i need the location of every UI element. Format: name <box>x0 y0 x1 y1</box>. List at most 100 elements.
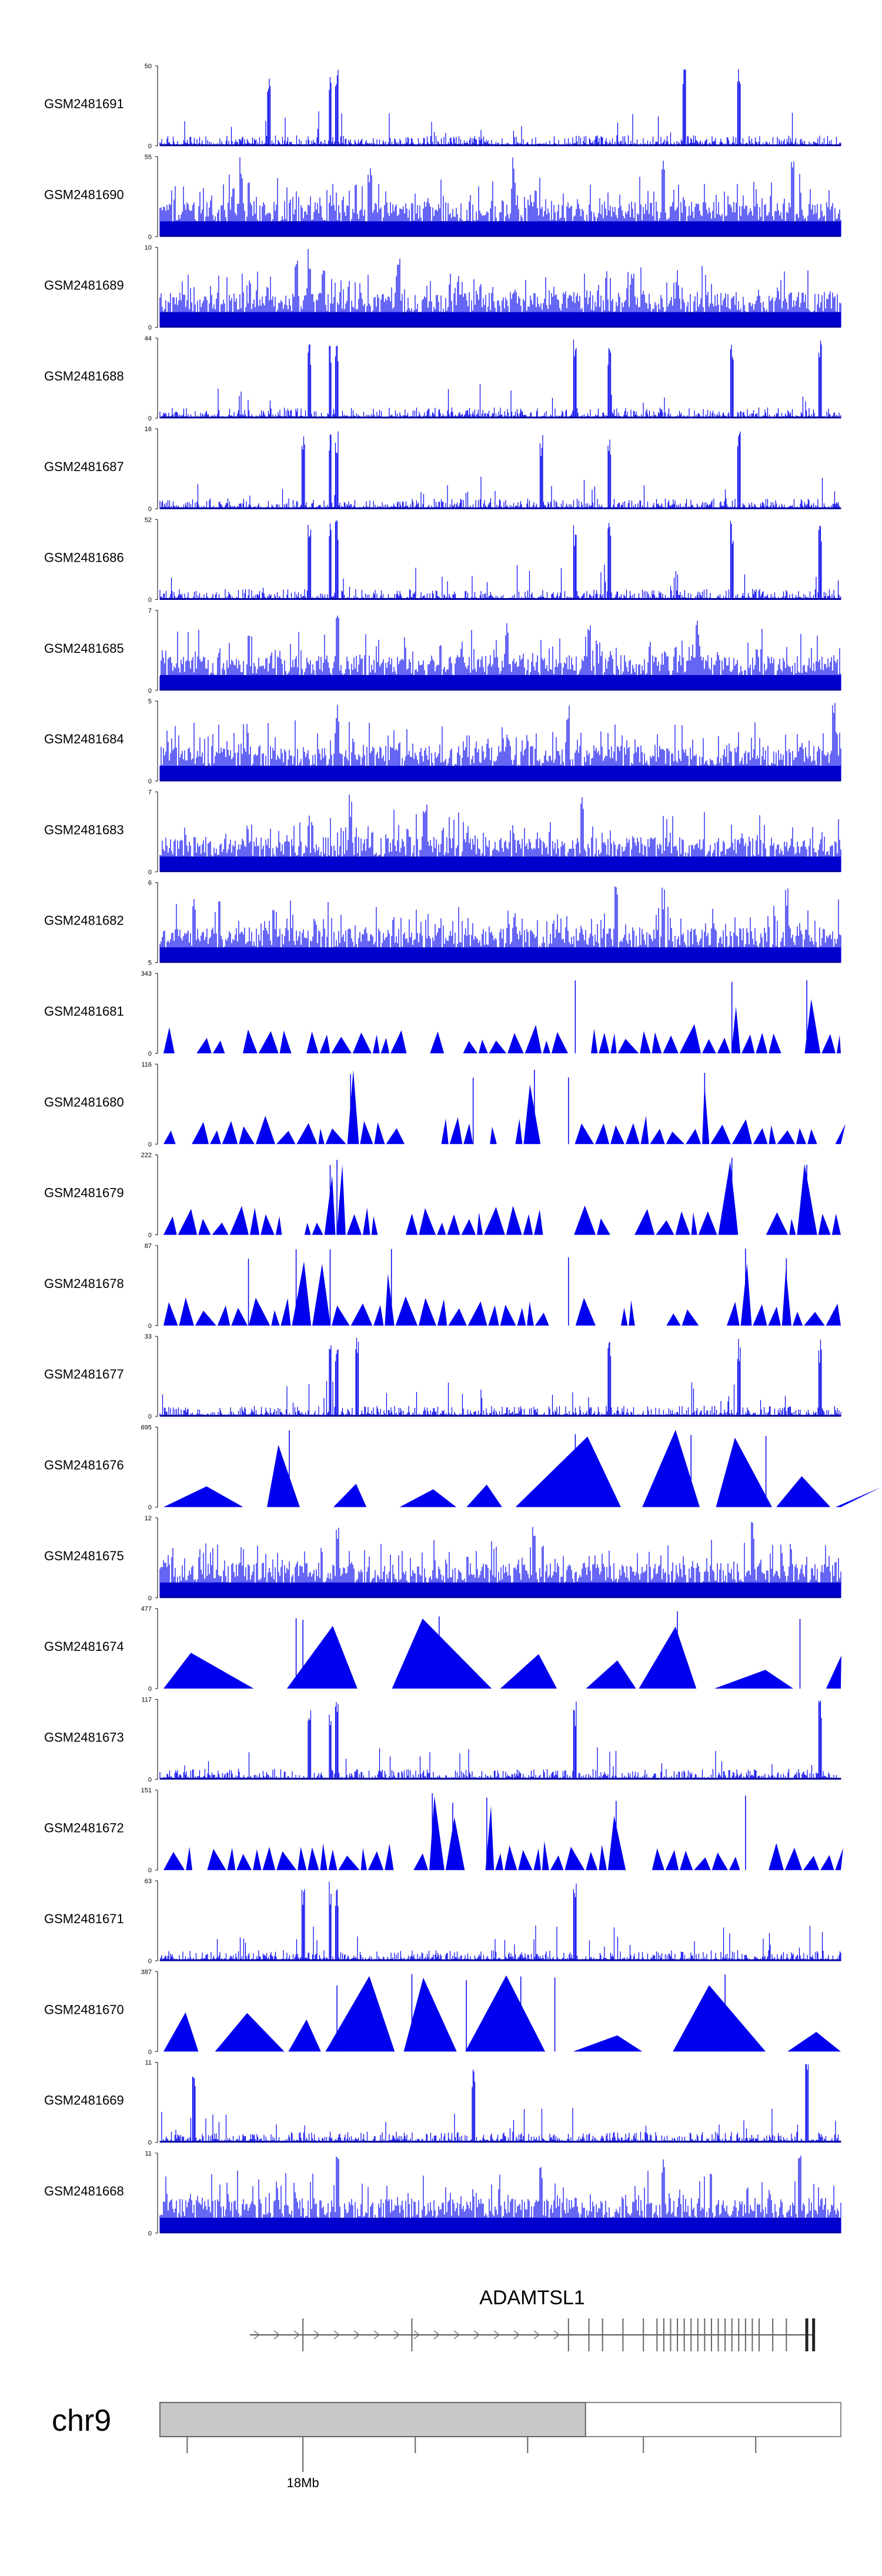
track-label: GSM2481688 <box>44 369 124 383</box>
y-max-label: 11 <box>145 2150 152 2157</box>
track-label: GSM2481669 <box>44 2093 124 2108</box>
exon <box>751 2318 753 2351</box>
coverage-triangles <box>163 1070 846 1144</box>
track-GSM2481685: GSM2481685 7 0 <box>44 608 841 695</box>
track-label: GSM2481670 <box>44 2002 124 2017</box>
strand-arrow <box>493 2330 500 2340</box>
y-min-label: 0 <box>148 1323 152 1330</box>
strand-arrow <box>313 2330 320 2340</box>
exon <box>670 2318 671 2351</box>
track-label: GSM2481685 <box>44 641 124 656</box>
y-min-label: 0 <box>148 1595 152 1602</box>
coverage-triangles <box>163 1796 843 1870</box>
exon <box>731 2318 733 2351</box>
track-label: GSM2481676 <box>44 1458 124 1473</box>
track-label: GSM2481686 <box>44 550 124 565</box>
y-min-label: 0 <box>148 1232 152 1239</box>
y-max-label: 343 <box>141 970 152 977</box>
y-min-label: 0 <box>148 778 152 785</box>
exon <box>588 2318 590 2351</box>
track-GSM2481677: GSM2481677 33 0 <box>44 1333 841 1420</box>
track-label: GSM2481691 <box>44 96 124 111</box>
chromosome-tick-label: 18Mb <box>287 2475 319 2490</box>
strand-arrow <box>453 2330 460 2340</box>
exon <box>704 2318 706 2351</box>
y-max-label: 7 <box>148 608 152 615</box>
strand-arrow <box>513 2330 520 2340</box>
coverage-bars <box>159 431 841 509</box>
track-GSM2481680: GSM2481680 116 0 <box>44 1061 846 1148</box>
y-max-label: 11 <box>145 2060 152 2067</box>
strand-arrow <box>393 2330 400 2340</box>
y-min-label: 0 <box>148 1686 152 1693</box>
exon <box>744 2318 746 2351</box>
coverage-bars <box>159 2155 841 2233</box>
exon <box>622 2318 624 2351</box>
coverage-bars <box>159 615 841 690</box>
coverage-bars <box>159 520 841 600</box>
track-GSM2481681: GSM2481681 343 0 <box>44 970 841 1057</box>
y-min-label: 0 <box>148 1141 152 1148</box>
coverage-bars <box>159 69 841 146</box>
y-min-label: 0 <box>148 1413 152 1420</box>
y-min-label: 0 <box>148 415 152 422</box>
exon <box>567 2318 569 2351</box>
y-max-label: 52 <box>145 517 152 524</box>
coverage-triangles <box>163 1261 841 1326</box>
y-max-label: 151 <box>141 1787 152 1794</box>
y-min-label: 0 <box>148 688 152 695</box>
y-min-label: 0 <box>148 597 152 604</box>
track-GSM2481687: GSM2481687 16 0 <box>44 426 841 513</box>
exon <box>710 2318 712 2351</box>
y-max-label: 7 <box>148 789 152 796</box>
coverage-bars <box>159 703 841 782</box>
chromosome-highlight-region <box>159 2402 586 2437</box>
strand-arrow <box>293 2330 300 2340</box>
track-label: GSM2481689 <box>44 278 124 293</box>
y-min-label: 0 <box>148 2140 152 2147</box>
exon <box>772 2318 774 2351</box>
y-min-label: 0 <box>148 2230 152 2237</box>
y-max-label: 10 <box>145 245 152 252</box>
gene-strand-arrows <box>253 2330 560 2340</box>
track-label: GSM2481674 <box>44 1639 124 1654</box>
track-label: GSM2481682 <box>44 913 124 928</box>
coverage-triangles <box>163 1430 882 1507</box>
coverage-bars <box>159 1522 841 1598</box>
track-GSM2481673: GSM2481673 117 0 <box>44 1696 841 1783</box>
exon <box>805 2318 808 2351</box>
track-label: GSM2481677 <box>44 1367 124 1382</box>
track-GSM2481684: GSM2481684 5 0 <box>44 698 841 785</box>
y-min-label: 0 <box>148 1504 152 1511</box>
track-GSM2481679: GSM2481679 222 0 <box>44 1152 841 1239</box>
y-max-label: 387 <box>141 1968 152 1976</box>
exon <box>724 2318 726 2351</box>
y-min-label: 0 <box>148 869 152 876</box>
exon <box>643 2318 644 2351</box>
strand-arrow <box>353 2330 360 2340</box>
gene-track: ADAMTSL1 <box>250 2287 816 2351</box>
y-max-label: 44 <box>145 335 152 342</box>
track-label: GSM2481672 <box>44 1821 124 1836</box>
y-max-label: 55 <box>145 154 152 161</box>
gene-exons <box>302 2318 816 2351</box>
y-min-label: 0 <box>148 1867 152 1874</box>
y-max-label: 116 <box>141 1061 152 1068</box>
strand-arrow <box>273 2330 280 2340</box>
coverage-bars <box>159 339 841 418</box>
track-GSM2481691: GSM2481691 50 0 <box>44 63 841 150</box>
exon <box>717 2318 719 2351</box>
exon <box>302 2318 304 2351</box>
exon <box>602 2318 603 2351</box>
track-label: GSM2481684 <box>44 732 124 746</box>
chromosome-ideogram: chr9 18Mb <box>52 2402 841 2490</box>
exon <box>663 2318 664 2351</box>
track-label: GSM2481679 <box>44 1186 124 1200</box>
track-GSM2481668: GSM2481668 11 0 <box>44 2150 841 2237</box>
gene-name-label: ADAMTSL1 <box>479 2287 585 2309</box>
track-GSM2481686: GSM2481686 52 0 <box>44 517 841 604</box>
coverage-tracks: GSM2481691500GSM2481690550GSM2481689100G… <box>44 63 882 2237</box>
strand-arrow <box>333 2330 340 2340</box>
strand-arrow <box>533 2330 540 2340</box>
